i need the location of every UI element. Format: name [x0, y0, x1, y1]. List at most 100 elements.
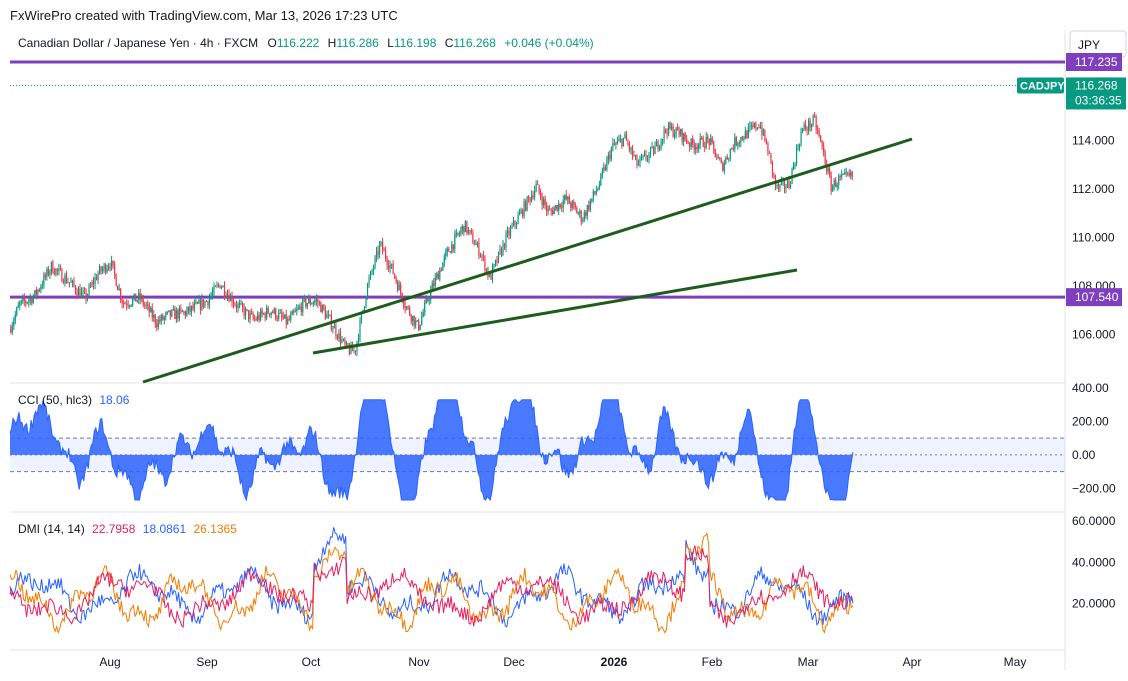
candle-body [762, 130, 765, 136]
candle-body [360, 313, 363, 321]
dmi-tick-label: 60.0000 [1072, 514, 1116, 528]
candle-body [812, 116, 814, 125]
cci-legend[interactable]: CCI (50, hlc3) 18.06 [18, 393, 130, 407]
candle-body [458, 233, 460, 235]
candle-body [14, 314, 16, 321]
price-tick-label: 114.000 [1072, 133, 1115, 147]
candle-body [431, 283, 433, 290]
candle-body [243, 307, 245, 316]
candle-body [651, 146, 653, 148]
candle-body [246, 309, 248, 311]
candle-body [457, 232, 459, 235]
time-axis-label: Mar [798, 655, 819, 669]
candle-body [713, 141, 715, 149]
candle-body [285, 314, 287, 324]
candle-body [29, 297, 31, 301]
candle-body [735, 137, 737, 146]
candle-body [380, 241, 382, 245]
candle-body [434, 277, 436, 286]
candle-body [574, 204, 576, 208]
candle-body [202, 299, 205, 307]
candle-body [58, 268, 60, 271]
candle-body [299, 306, 301, 308]
candle-body [85, 291, 87, 300]
candle-body [591, 198, 593, 202]
candle-body [238, 303, 241, 305]
candle-body [353, 350, 355, 352]
candle-body [109, 266, 111, 268]
candle-body [476, 242, 479, 245]
dmi-legend[interactable]: DMI (14, 14) 22.7958 18.0861 26.1365 [18, 522, 237, 536]
candle-body [214, 285, 217, 287]
countdown-label: 03:36:35 [1075, 93, 1122, 107]
candle-body [114, 265, 116, 275]
candle-body [19, 302, 21, 306]
candle-body [37, 289, 39, 295]
candle-body [725, 157, 727, 164]
candle-body [347, 343, 349, 348]
candle-body [570, 203, 572, 208]
low-key: L [387, 36, 394, 50]
candle-body [579, 211, 581, 214]
time-axis-label: Oct [302, 655, 321, 669]
candle-body [506, 230, 509, 234]
candle-body [592, 191, 594, 199]
candle-body [91, 282, 93, 287]
candle-body [443, 256, 445, 263]
candle-body [309, 298, 311, 305]
candle-body [270, 312, 272, 315]
candle-body [318, 302, 320, 304]
dmi-tick-label: 20.0000 [1072, 597, 1116, 611]
candle-body [446, 248, 448, 252]
candle-body [237, 304, 239, 308]
candle-body [439, 269, 441, 280]
candle-body [171, 309, 173, 317]
candle-body [690, 138, 692, 147]
candle-body [652, 146, 655, 155]
time-axis-label: Apr [903, 655, 922, 669]
candle-body [190, 306, 192, 312]
candle-body [348, 347, 351, 354]
candle-body [628, 144, 631, 150]
candle-body [833, 180, 835, 186]
candle-body [771, 160, 774, 174]
candle-body [92, 282, 95, 285]
candle-body [830, 175, 832, 192]
candle-body [183, 311, 185, 313]
candle-body [208, 298, 211, 306]
candle-body [211, 292, 214, 296]
candle-body [511, 225, 513, 228]
candle-body [741, 137, 743, 140]
time-axis-label: 2026 [601, 655, 628, 669]
cci-title: CCI (50, hlc3) [18, 393, 92, 407]
candle-body [425, 298, 427, 304]
candle-body [294, 311, 296, 313]
candle-body [135, 293, 137, 302]
candle-body [378, 244, 381, 255]
symbol-legend[interactable]: Canadian Dollar / Japanese Yen · 4h · FX… [18, 36, 594, 50]
candle-body [728, 157, 730, 160]
candle-body [320, 302, 322, 313]
candle-body [130, 304, 132, 306]
candle-body [207, 301, 209, 306]
candle-body [297, 307, 299, 310]
candle-body [263, 313, 265, 315]
candle-body [392, 263, 394, 274]
candle-body [22, 298, 24, 301]
candle-body [565, 195, 567, 200]
candle-body [839, 176, 841, 178]
candle-body [488, 273, 491, 277]
candle-body [531, 195, 533, 202]
candle-body [631, 147, 634, 156]
candle-body [315, 299, 317, 301]
candle-body [306, 303, 308, 307]
candle-body [832, 185, 834, 192]
candle-body [345, 343, 348, 345]
candle-body [622, 137, 625, 146]
candle-body [279, 312, 281, 314]
candle-body [254, 318, 256, 320]
candle-body [409, 307, 411, 315]
candle-body [479, 255, 482, 257]
candle-body [88, 285, 90, 295]
candle-body [817, 129, 819, 132]
